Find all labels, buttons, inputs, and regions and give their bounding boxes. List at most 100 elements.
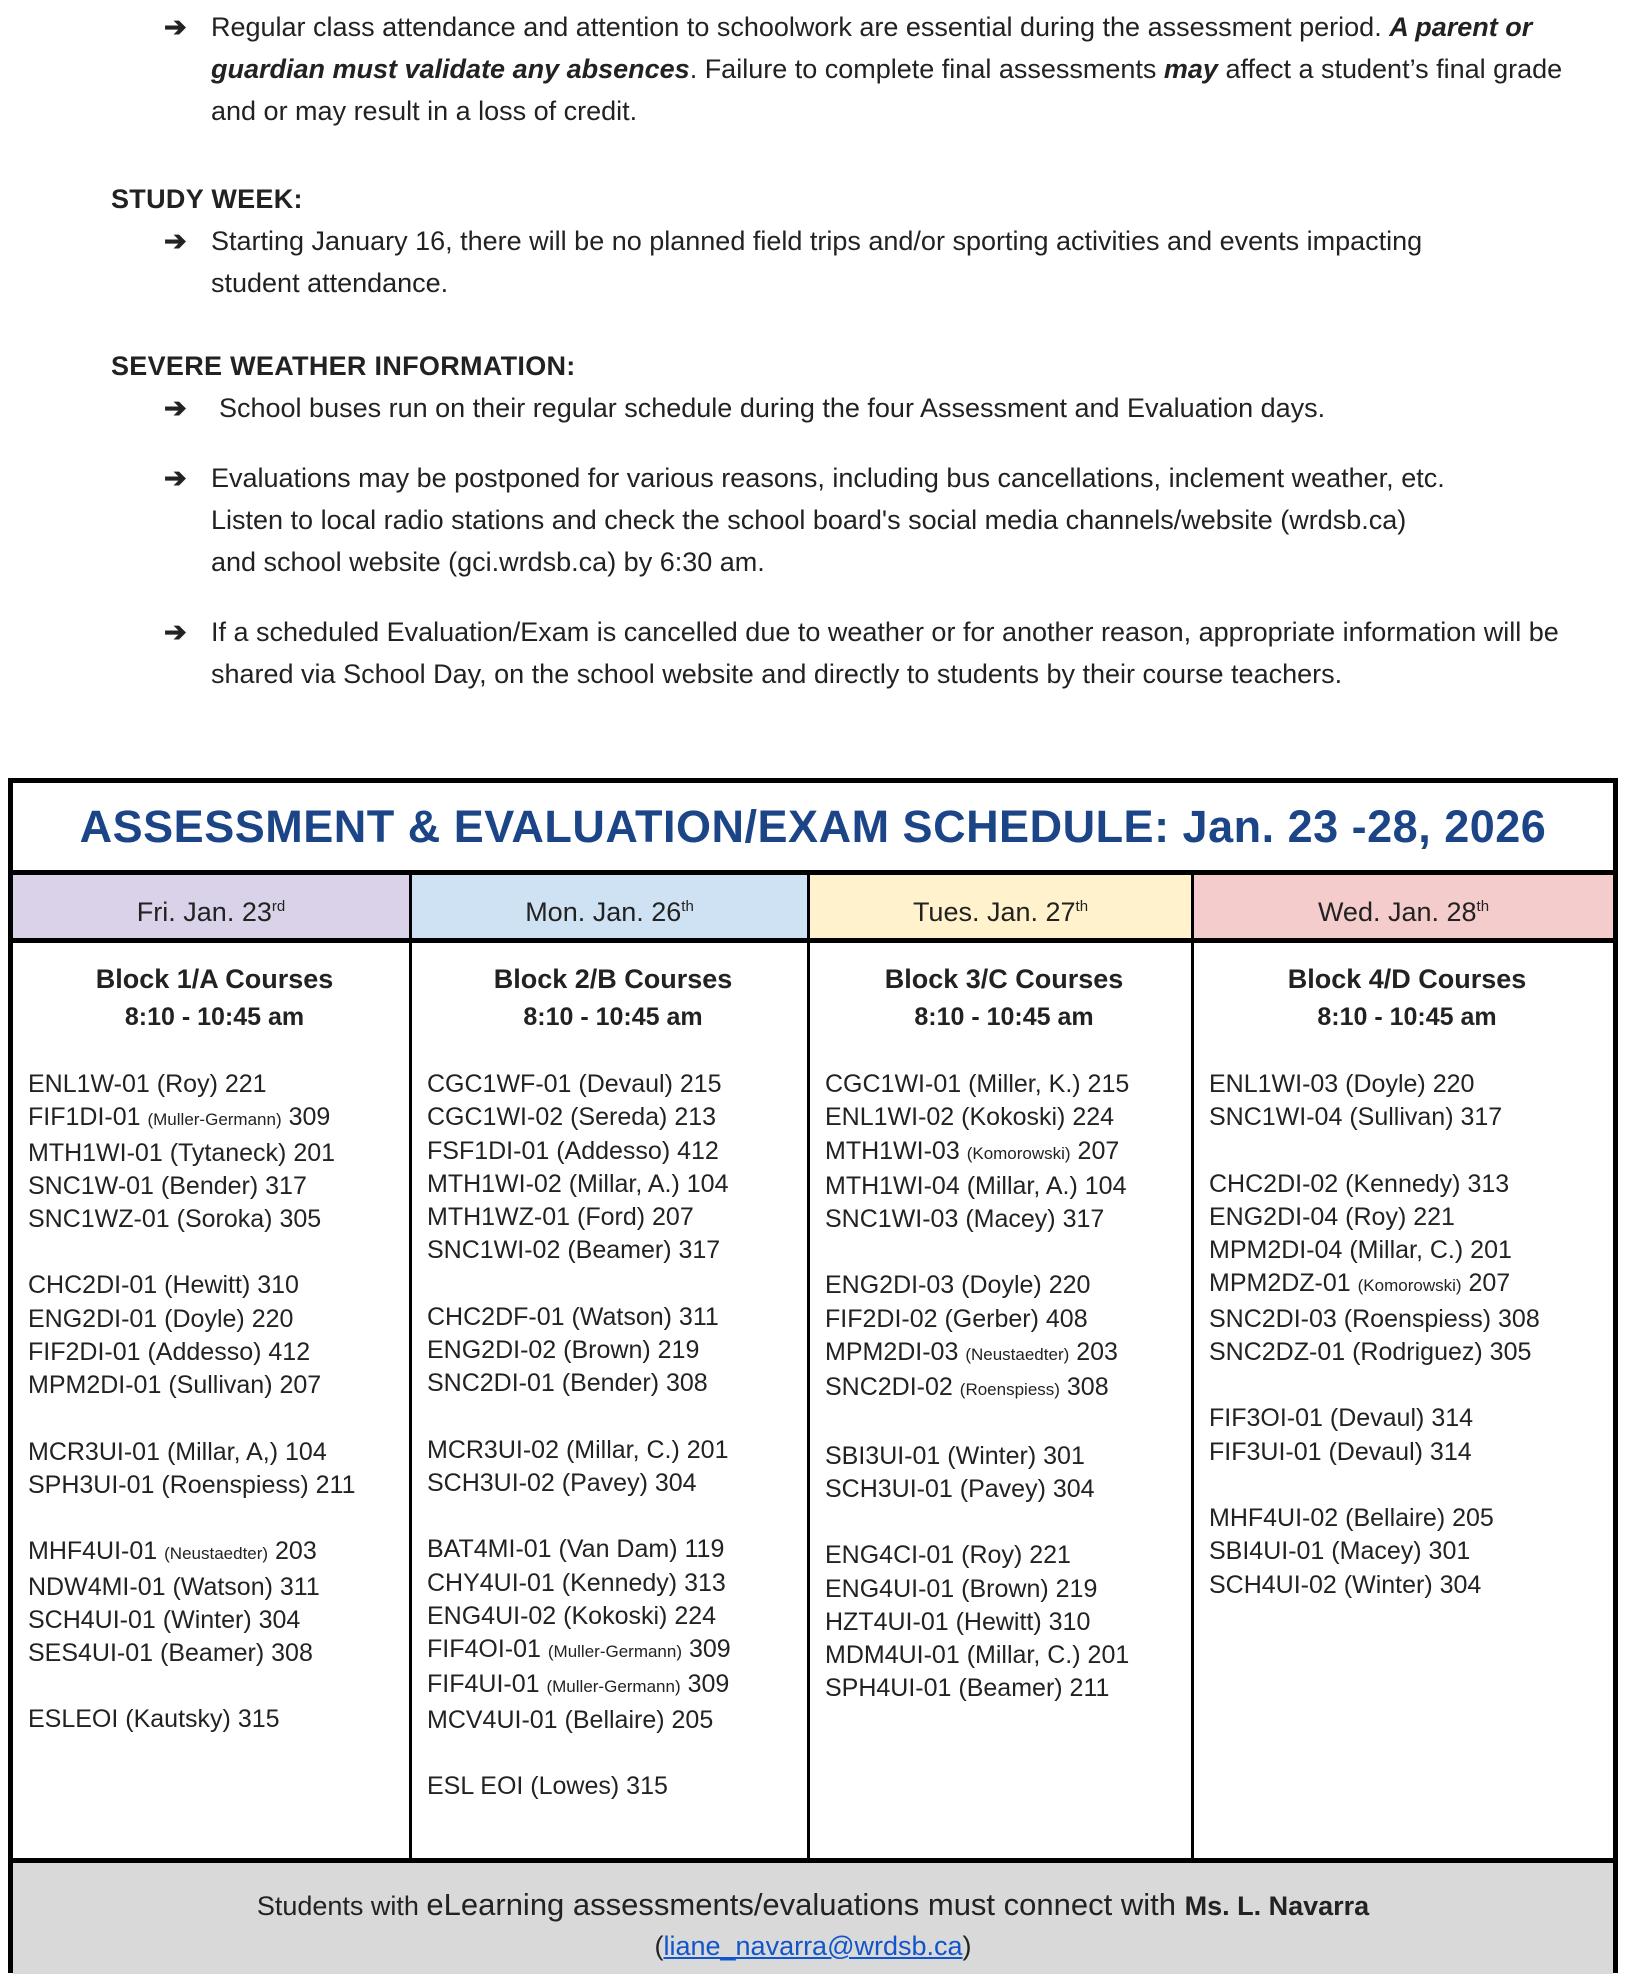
course-entry: ENG2DI-01 (Doyle) 220 [28, 1303, 401, 1336]
teacher-name: (Millar, A,) [166, 1437, 279, 1466]
room-number: 304 [1439, 1570, 1482, 1599]
course-code: SNC1WI-04 [1209, 1103, 1343, 1132]
course-code: MDM4UI-01 [825, 1641, 960, 1670]
course-code: FIF4OI-01 [427, 1635, 541, 1664]
block-heading: Block 4/D Courses [1287, 964, 1527, 994]
study-week-heading: STUDY WEEK: [111, 184, 303, 214]
teacher-name: (Doyle) [164, 1304, 245, 1333]
day-label: Mon. Jan. 26 [525, 897, 682, 927]
course-entry: SNC2DZ-01 (Rodriguez) 305 [1209, 1336, 1605, 1369]
course-group: BAT4MI-01 (Van Dam) 119 CHY4UI-01 (Kenned… [427, 1533, 799, 1737]
room-number: 314 [1431, 1404, 1474, 1433]
teacher-name: (Muller-Germann) [147, 1110, 282, 1130]
course-code: FIF4UI-01 [427, 1670, 540, 1699]
teacher-name: (Sullivan) [1349, 1103, 1454, 1132]
course-entry: MTH1WI-01 (Tytaneck) 201 [28, 1137, 401, 1170]
room-number: 213 [674, 1103, 717, 1132]
course-code: MPM2DI-01 [28, 1371, 162, 1400]
room-number: 313 [684, 1568, 726, 1597]
course-code: CGC1WI-02 [427, 1103, 564, 1132]
course-code: MCV4UI-01 [427, 1705, 558, 1734]
teacher-name: (Soroka) [176, 1205, 273, 1234]
teacher-name: (Pavey) [561, 1468, 648, 1497]
room-number: 308 [1066, 1373, 1109, 1402]
room-number: 305 [1489, 1338, 1532, 1367]
block-time: 8:10 - 10:45 am [914, 1003, 1094, 1031]
room-number: 412 [268, 1338, 311, 1367]
course-group: MCR3UI-02 (Millar, C.) 201 SCH3UI-02 (Pav… [427, 1434, 799, 1501]
weather-text: School buses run on their regular schedu… [219, 393, 1326, 423]
room-number: 201 [1470, 1236, 1512, 1265]
course-entry: FIF1DI-01 (Muller-Germann) 309 [28, 1101, 401, 1136]
room-number: 201 [686, 1435, 729, 1464]
schedule-title: ASSESSMENT & EVALUATION/EXAM SCHEDULE: J… [13, 783, 1613, 875]
elearning-footer: Students with eLearning assessments/eval… [13, 1858, 1613, 1974]
teacher-name: (Bellaire) [564, 1705, 665, 1734]
room-number: 203 [1076, 1338, 1118, 1367]
day-column: Block 2/B Courses 8:10 - 10:45 am CGC1WF-… [412, 943, 810, 1858]
teacher-name: (Winter) [162, 1605, 252, 1634]
course-row: Block 1/A Courses 8:10 - 10:45 am ENL1W-0… [13, 943, 1613, 1858]
course-entry: SBI4UI-01 (Macey) 301 [1209, 1535, 1605, 1568]
course-code: SNC1W-01 [28, 1171, 154, 1200]
block-heading: Block 3/C Courses [884, 964, 1124, 994]
attendance-segment: Regular class attendance and attention t… [211, 12, 1390, 42]
course-group: CHC2DI-01 (Hewitt) 310 ENG2DI-01 (Doyle) … [28, 1269, 401, 1402]
course-entry: ENG2DI-04 (Roy) 221 [1209, 1201, 1605, 1234]
course-entry: CHC2DF-01 (Watson) 311 [427, 1301, 799, 1334]
course-entry: MPM2DI-03 (Neustaedter) 203 [825, 1336, 1183, 1371]
teacher-name: (Devaul) [1329, 1404, 1425, 1433]
day-suffix: rd [271, 898, 286, 915]
course-entry: ENG4CI-01 (Roy) 221 [825, 1539, 1183, 1572]
room-number: 205 [1452, 1503, 1494, 1532]
room-number: 207 [279, 1371, 322, 1400]
course-entry: SCH3UI-01 (Pavey) 304 [825, 1473, 1183, 1506]
study-week-text: Starting January 16, there will be no pl… [211, 226, 1423, 298]
course-code: ENG2DI-01 [28, 1304, 158, 1333]
teacher-name: (Miller, K.) [968, 1070, 1081, 1098]
contact-email-link[interactable]: liane_navarra@wrdsb.ca [663, 1931, 963, 1961]
course-code: MHF4UI-02 [1209, 1503, 1339, 1532]
teacher-name: (Millar, C.) [966, 1641, 1081, 1670]
room-number: 315 [237, 1705, 280, 1734]
course-entry: FIF4UI-01 (Muller-Germann) 309 [427, 1668, 799, 1703]
room-number: 205 [671, 1705, 714, 1734]
course-entry: SNC1WI-04 (Sullivan) 317 [1209, 1101, 1605, 1134]
room-number: 104 [686, 1169, 729, 1198]
attendance-segment: A parent or guardian must validate any a… [211, 12, 1533, 84]
course-entry: BAT4MI-01 (Van Dam) 119 [427, 1533, 799, 1566]
room-number: 304 [654, 1468, 697, 1497]
room-number: 215 [1087, 1070, 1130, 1098]
teacher-name: (Muller-Germann) [547, 1642, 683, 1662]
teacher-name: (Devaul) [578, 1070, 673, 1098]
course-code: SBI3UI-01 [825, 1441, 941, 1470]
room-number: 313 [1467, 1169, 1510, 1198]
teacher-name: (Lowes) [530, 1772, 620, 1801]
course-code: ENG4UI-01 [825, 1574, 955, 1603]
room-number: 408 [1045, 1304, 1088, 1333]
course-entry: SPH4UI-01 (Beamer) 211 [825, 1672, 1183, 1705]
room-number: 310 [1048, 1607, 1091, 1636]
course-entry: SPH3UI-01 (Roenspiess) 211 [28, 1469, 401, 1502]
arrow-icon: ➔ [164, 617, 187, 647]
weather-bullet: ➔ School buses run on their regular sche… [164, 387, 1564, 429]
course-code: BAT4MI-01 [427, 1535, 552, 1564]
course-entry: SNC2DI-03 (Roenspiess) 308 [1209, 1303, 1605, 1336]
room-number: 309 [688, 1635, 731, 1664]
teacher-name: (Roenspiess) [1343, 1304, 1492, 1333]
course-code: ENL1W-01 [28, 1070, 150, 1098]
course-code: NDW4MI-01 [28, 1572, 166, 1601]
room-number: 309 [687, 1670, 730, 1699]
course-code: ESL EOI [427, 1772, 524, 1801]
course-entry: MDM4UI-01 (Millar, C.) 201 [825, 1639, 1183, 1672]
course-group: MCR3UI-01 (Millar, A,) 104 SPH3UI-01 (Roe… [28, 1436, 401, 1503]
course-code: SCH4UI-02 [1209, 1570, 1337, 1599]
course-code: ENG4CI-01 [825, 1541, 955, 1570]
room-number: 224 [1072, 1103, 1115, 1132]
room-number: 211 [315, 1470, 356, 1499]
teacher-name: (Komorowski) [1357, 1276, 1462, 1296]
attendance-segment: may [1163, 54, 1218, 84]
room-number: 220 [1048, 1271, 1091, 1300]
teacher-name: (Millar, A.) [568, 1169, 680, 1198]
course-group: ENL1W-01 (Roy) 221 FIF1DI-01 (Muller-Germ… [28, 1068, 401, 1236]
